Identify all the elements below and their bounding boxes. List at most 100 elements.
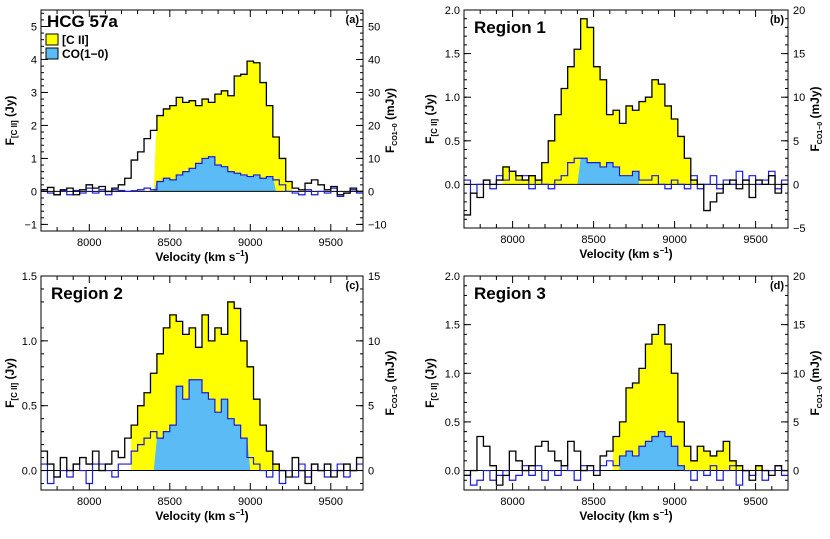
co-fill — [619, 431, 691, 471]
y-left-tick-label: 2 — [31, 120, 37, 132]
y-right-label-sub: CO1−0 — [392, 123, 399, 145]
legend-label: [C II] — [62, 33, 89, 47]
cii-spectrum-line — [41, 60, 363, 196]
legend-swatch — [45, 47, 59, 60]
y-left-tick-label: 0.5 — [445, 136, 460, 148]
y-right-tick-label: 30 — [368, 87, 380, 99]
x-axis-label-close: ) — [245, 509, 249, 523]
y-left-tick-label: 1.5 — [445, 320, 460, 332]
y-right-tick-label: 10 — [793, 368, 805, 380]
co-fill — [577, 158, 639, 185]
chart-panel-4: 8000 8500 9000 9500 0.0 0.5 1.0 1.5 2.0 0 5 10 15 20 V… — [423, 271, 824, 523]
x-axis-label-close: ) — [669, 247, 673, 261]
x-tick-label: 9000 — [238, 496, 262, 508]
y-right-label-main: F — [808, 144, 822, 151]
y-left-label-unit: (Jy) — [3, 358, 17, 383]
cii-spectrum-line — [464, 18, 788, 216]
y-left-tick-label: 0.0 — [22, 466, 37, 478]
co-spectrum-line — [464, 431, 788, 486]
x-tick-label: 8000 — [500, 234, 524, 246]
y-left-tick-label: 1.0 — [445, 92, 460, 104]
cii-fill — [613, 324, 763, 471]
x-axis-label-sup: −1 — [659, 508, 669, 517]
panel-title: Region 2 — [51, 284, 123, 303]
x-tick-label: 9000 — [238, 237, 262, 249]
y-left-label-sub: [C II] — [430, 382, 439, 400]
y-right-label-unit: (mJy) — [383, 88, 397, 123]
y-right-label-main: F — [383, 408, 397, 415]
y-right-tick-label: 0 — [368, 186, 374, 198]
y-right-label-sub: CO1−0 — [817, 122, 824, 144]
cii-fill — [502, 18, 717, 185]
y-left-tick-label: 1.0 — [22, 336, 37, 348]
co-fill — [153, 379, 251, 471]
panel-label: (b) — [770, 14, 784, 26]
y-right-axis-label: FCO1−0 (mJy) — [383, 350, 399, 415]
co-spectrum-line — [41, 156, 363, 197]
x-tick-label: 9000 — [662, 234, 686, 246]
panel-label: (d) — [770, 280, 784, 292]
x-axis-label: Velocity (km s−1) — [579, 246, 672, 261]
x-axis-label-sup: −1 — [235, 508, 245, 517]
panel-label: (a) — [346, 14, 360, 26]
y-right-tick-label: 20 — [793, 5, 805, 17]
y-right-tick-label: 5 — [368, 401, 374, 413]
chart-panel-3: 8000 8500 9000 9500 0.0 0.5 1.0 1.5 0 5 10 15 Veloci… — [3, 271, 399, 523]
y-left-tick-label: 2.0 — [445, 271, 460, 283]
x-axis-label-main: Velocity (km s — [155, 250, 235, 264]
y-left-label-sub: [C II] — [430, 118, 439, 136]
y-right-label-sub: CO1−0 — [817, 386, 824, 408]
y-right-label-sub: CO1−0 — [392, 386, 399, 408]
y-left-label-main: F — [423, 137, 437, 144]
y-left-label-unit: (Jy) — [423, 94, 437, 119]
cii-fill — [153, 61, 293, 192]
y-right-tick-label: 0 — [793, 179, 799, 191]
y-left-label-sub: [C II] — [10, 382, 19, 400]
co-fill — [153, 156, 277, 192]
chart-panel-1: 8000 8500 9000 9500−1012345−1001020304050Ve… — [3, 9, 399, 264]
y-left-tick-label: 1.5 — [22, 271, 37, 283]
y-right-tick-label: 15 — [793, 320, 805, 332]
y-left-tick-label: 1 — [31, 153, 37, 165]
panel-title: Region 3 — [474, 284, 546, 303]
y-right-tick-label: 50 — [368, 21, 380, 33]
x-axis-label-close: ) — [245, 250, 249, 264]
y-right-label-unit: (mJy) — [383, 350, 397, 385]
x-axis-label: Velocity (km s−1) — [155, 508, 248, 523]
y-left-tick-label: 4 — [31, 54, 37, 66]
x-axis-label: Velocity (km s−1) — [155, 249, 248, 264]
y-left-tick-label: 1.5 — [445, 49, 460, 61]
y-left-label-main: F — [3, 138, 17, 145]
y-left-tick-label: 0.0 — [445, 179, 460, 191]
y-right-tick-label: 10 — [368, 153, 380, 165]
x-tick-label: 9000 — [662, 496, 686, 508]
y-right-tick-label: 15 — [793, 49, 805, 61]
y-right-tick-label: 0 — [793, 466, 799, 478]
plot-area — [41, 301, 363, 485]
y-left-tick-label: 0.0 — [445, 466, 460, 478]
y-right-label-unit: (mJy) — [808, 350, 822, 385]
y-right-tick-label: 20 — [793, 271, 805, 283]
x-tick-label: 8500 — [581, 496, 605, 508]
y-right-tick-label: −10 — [368, 219, 387, 231]
y-left-tick-label: 0.5 — [445, 417, 460, 429]
cii-spectrum-line — [41, 301, 363, 485]
x-tick-label: 8500 — [581, 234, 605, 246]
x-tick-label: 9500 — [319, 237, 343, 249]
y-right-tick-label: 15 — [368, 271, 380, 283]
x-axis-label-close: ) — [669, 509, 673, 523]
y-right-axis-label: FCO1−0 (mJy) — [808, 350, 824, 415]
x-tick-label: 8500 — [158, 496, 182, 508]
x-axis-label-sup: −1 — [235, 249, 245, 258]
legend-swatch — [45, 33, 59, 46]
y-left-tick-label: 1.0 — [445, 368, 460, 380]
plot-area — [41, 60, 363, 197]
y-right-tick-label: 40 — [368, 54, 380, 66]
y-left-label-unit: (Jy) — [423, 358, 437, 383]
y-right-tick-label: 10 — [793, 92, 805, 104]
y-left-axis-label: F[C II] (Jy) — [423, 94, 439, 144]
plot-area — [464, 323, 788, 486]
y-left-label-main: F — [3, 401, 17, 408]
y-right-tick-label: 10 — [368, 336, 380, 348]
x-tick-label: 9500 — [743, 234, 767, 246]
